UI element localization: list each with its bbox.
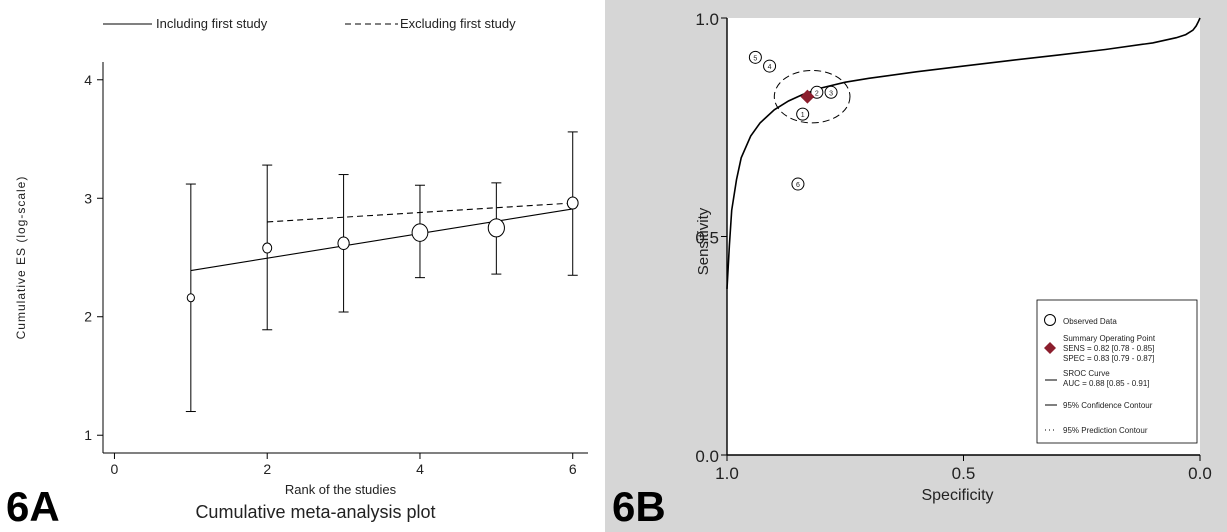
legend-summary-spec: SPEC = 0.83 [0.79 - 0.87] [1063, 354, 1154, 363]
x-axis-label: Specificity [921, 487, 993, 504]
x-tick-label: 0 [111, 461, 119, 477]
x-axis-label: Rank of the studies [285, 482, 397, 497]
cumulative-meta-analysis-chart: Including first study Excluding first stu… [14, 16, 588, 522]
series-including-first-study [190, 208, 573, 272]
summary-operating-point [800, 89, 815, 104]
x-tick-label: 4 [416, 461, 424, 477]
observed-data-point: 5 [748, 50, 762, 64]
observed-data-id: 3 [829, 90, 833, 97]
data-point [262, 242, 273, 254]
observed-data-marker [824, 85, 838, 99]
data-point [566, 196, 579, 210]
panel-label-6b: 6B [612, 483, 666, 530]
observed-data-id: 2 [815, 90, 819, 97]
legend-summary-marker [1044, 342, 1056, 354]
data-point [337, 236, 350, 251]
x-tick-label: 2 [263, 461, 271, 477]
legend-observed-marker [1044, 314, 1056, 326]
legend-sroc-title: SROC Curve [1063, 369, 1110, 378]
y-tick-label: 3 [84, 190, 92, 206]
y-axis-label: Sensitivity [695, 207, 712, 275]
x-tick-label: 0.0 [1188, 464, 1212, 483]
y-tick-label: 1 [84, 427, 92, 443]
legend-summary-sens: SENS = 0.82 [0.78 - 0.85] [1063, 344, 1154, 353]
observed-data-point: 1 [796, 107, 810, 121]
observed-data-point: 4 [763, 59, 777, 73]
observed-data-id: 5 [753, 55, 757, 62]
observed-data-marker [763, 59, 777, 73]
legend-confidence-contour: 95% Confidence Contour [1063, 401, 1153, 410]
observed-data-marker [791, 177, 805, 191]
chart-title: Cumulative meta-analysis plot [195, 502, 435, 522]
legend-including-first-study: Including first study [156, 16, 268, 31]
y-tick-label: 4 [84, 72, 92, 88]
data-point [487, 218, 505, 238]
legend-excluding-first-study: Excluding first study [400, 16, 516, 31]
legend-observed-data: Observed Data [1063, 317, 1117, 326]
observed-data-id: 4 [768, 64, 772, 71]
observed-data-point: 3 [824, 85, 838, 99]
observed-data-point: 6 [791, 177, 805, 191]
observed-data-marker [748, 50, 762, 64]
observed-data-point: 2 [810, 85, 824, 99]
y-tick-label: 0.0 [695, 447, 719, 466]
sroc-curve [726, 17, 1201, 289]
x-tick-label: 1.0 [715, 464, 739, 483]
y-tick-label: 2 [84, 309, 92, 325]
observed-data-id: 1 [801, 112, 805, 119]
observed-data-id: 6 [796, 182, 800, 189]
x-tick-label: 0.5 [952, 464, 976, 483]
y-axis-label: Cumulative ES (log-scale) [14, 176, 28, 340]
y-tick-label: 1.0 [695, 10, 719, 29]
legend-sroc-auc: AUC = 0.88 [0.85 - 0.91] [1063, 379, 1150, 388]
observed-data-marker [796, 107, 810, 121]
legend-box [1036, 299, 1198, 444]
x-tick-label: 6 [569, 461, 577, 477]
sroc-chart: 0.0 0.5 1.0 1.0 0.5 0.0 Specificity Sensitivity… [695, 10, 1212, 504]
panel-6a: Including first study Excluding first stu… [0, 0, 605, 532]
observed-data-marker [810, 85, 824, 99]
panel-label-6a: 6A [6, 483, 60, 530]
legend-prediction-contour: 95% Prediction Contour [1063, 426, 1148, 435]
data-point [186, 293, 195, 303]
data-point [411, 223, 429, 242]
legend-summary-title: Summary Operating Point [1063, 334, 1156, 343]
confidence-contour [773, 69, 851, 124]
panel-6b: 0.0 0.5 1.0 1.0 0.5 0.0 Specificity Sensitivity… [605, 0, 1227, 532]
y-tick-label: 0.5 [695, 229, 719, 248]
